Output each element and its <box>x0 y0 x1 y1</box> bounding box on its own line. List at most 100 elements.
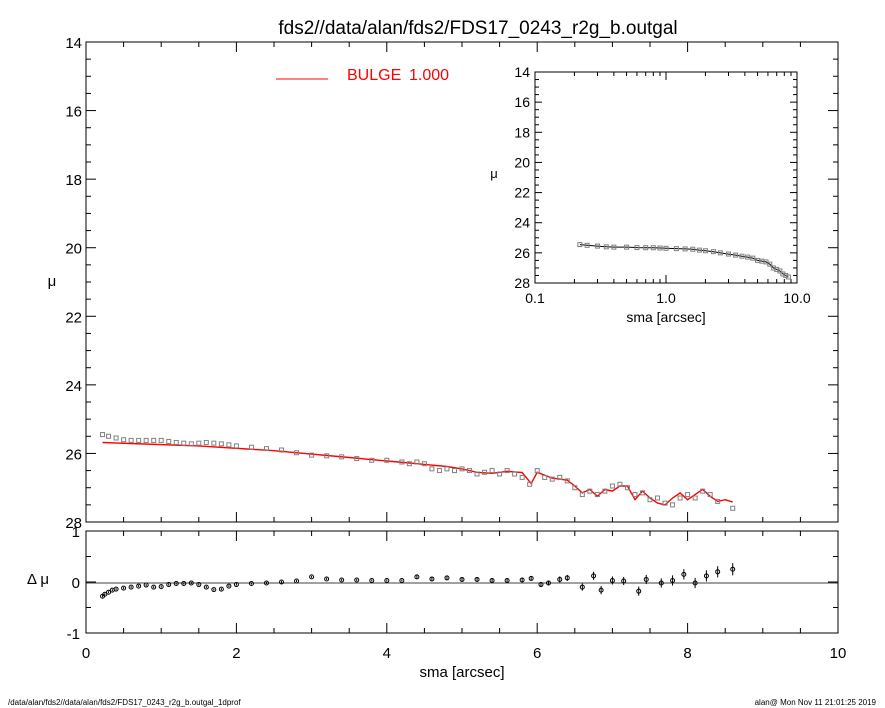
data-point <box>324 453 330 459</box>
data-point <box>519 474 525 480</box>
inset-data-point <box>643 245 649 251</box>
residual-point <box>399 577 405 583</box>
data-point <box>564 478 570 484</box>
data-point <box>248 444 254 450</box>
data-point <box>579 492 585 498</box>
data-point <box>647 497 653 503</box>
data-point <box>639 490 645 496</box>
data-point <box>474 471 480 477</box>
residual-y-tick-label: -1 <box>67 626 80 643</box>
y-tick-label: 22 <box>65 309 82 326</box>
inset-y-tick-label: 24 <box>514 215 530 231</box>
inset-data-point <box>584 242 590 248</box>
residual-point <box>414 574 420 580</box>
data-series <box>100 432 736 511</box>
residual-point <box>621 578 627 584</box>
residual-point <box>188 580 194 586</box>
x-axis: 0 2 4 6 8 10 <box>82 42 847 662</box>
inset-data-point <box>603 244 609 250</box>
legend-label: BULGE <box>347 67 401 84</box>
data-point <box>196 440 202 446</box>
residual-series <box>100 563 736 599</box>
data-point <box>624 485 630 491</box>
data-point <box>166 438 172 444</box>
data-point <box>218 441 224 447</box>
residual-point <box>211 587 217 593</box>
data-point <box>549 476 555 482</box>
residual-point <box>196 582 202 588</box>
residual-point <box>528 575 534 581</box>
residual-point <box>354 577 360 583</box>
chart-title: fds2//data/alan/fds2/FDS17_0243_r2g_b.ou… <box>278 18 677 39</box>
data-point <box>602 488 608 494</box>
data-point <box>226 442 232 448</box>
residual-point <box>730 566 736 572</box>
x-tick-label: 8 <box>683 645 691 662</box>
inset-data-series <box>577 242 791 280</box>
y-tick-label: 14 <box>65 35 82 52</box>
inset-data-point <box>767 261 773 267</box>
data-point <box>384 457 390 463</box>
inset-y-tick-label: 26 <box>514 245 530 261</box>
inset-data-point <box>696 247 702 253</box>
residual-point <box>158 584 164 590</box>
inset-data-point <box>611 244 617 250</box>
main-y-label: μ <box>48 273 57 290</box>
data-point <box>203 439 209 445</box>
inset-data-point <box>733 252 739 258</box>
data-point <box>414 459 420 465</box>
residual-point <box>658 580 664 586</box>
data-point <box>489 468 495 474</box>
inset-data-point <box>634 245 640 251</box>
x-tick-label: 2 <box>232 645 240 662</box>
residual-point <box>106 589 112 595</box>
data-point <box>309 452 315 458</box>
data-point <box>700 488 706 494</box>
data-point <box>113 435 119 441</box>
inset-data-point <box>702 248 708 254</box>
data-point <box>572 485 578 491</box>
residual-point <box>121 585 127 591</box>
inset-data-point <box>577 242 583 248</box>
inset-data-point <box>682 246 688 252</box>
inset-data-point <box>657 245 663 251</box>
data-point <box>715 498 721 504</box>
residual-point <box>670 577 676 583</box>
data-point <box>670 502 676 508</box>
residual-point <box>636 588 642 594</box>
residual-point <box>102 591 108 597</box>
y-tick-label: 26 <box>65 446 82 463</box>
data-point <box>594 492 600 498</box>
residual-point <box>128 584 134 590</box>
x-tick-label: 10 <box>830 645 847 662</box>
data-point <box>406 461 412 467</box>
residual-point <box>609 577 615 583</box>
residual-point <box>324 576 330 582</box>
residual-point <box>557 576 563 582</box>
residual-point <box>294 578 300 584</box>
data-point <box>451 468 457 474</box>
residual-point <box>369 577 375 583</box>
inset-data-point <box>745 254 751 260</box>
residual-point <box>591 573 597 579</box>
data-point <box>504 468 510 474</box>
residual-point <box>181 581 187 587</box>
residual-point <box>263 580 269 586</box>
residual-point <box>681 571 687 577</box>
data-point <box>294 450 300 456</box>
residual-plot: 1 0 -1 Δ μ <box>27 524 839 643</box>
inset-data-point <box>663 245 669 251</box>
residual-point <box>545 580 551 586</box>
data-point <box>662 500 668 506</box>
data-point <box>685 492 691 498</box>
data-point <box>181 440 187 446</box>
residual-point <box>703 573 709 579</box>
y-tick-label: 18 <box>65 172 82 189</box>
data-point <box>557 474 563 480</box>
inset-plot: 14 16 18 20 22 24 26 28 0.1 1.0 10.0 μ sma [arcse… <box>490 64 811 325</box>
data-point <box>459 466 465 472</box>
data-point <box>692 495 698 501</box>
inset-y-label: μ <box>490 166 498 181</box>
residual-point <box>173 581 179 587</box>
inset-data-point <box>739 253 745 259</box>
